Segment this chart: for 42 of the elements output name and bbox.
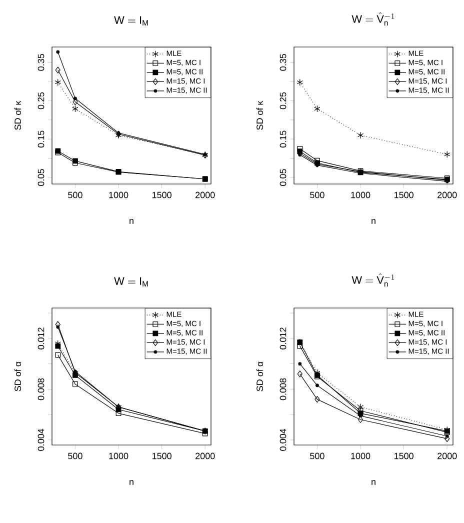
chart-title: $\mathrm{W}=\hat{\mathrm{V}}_{\mathrm{n}}^{-1}$ bbox=[352, 12, 394, 26]
y-tick-label: 0.15 bbox=[280, 130, 286, 148]
x-tick-label: 2000 bbox=[196, 192, 215, 198]
x-tick-label: 500 bbox=[310, 452, 324, 460]
x-tick-label: 1000 bbox=[351, 452, 370, 460]
y-tick-label: 0.25 bbox=[38, 92, 44, 110]
x-axis-title: n bbox=[372, 219, 376, 224]
x-axis-title: n bbox=[130, 219, 134, 224]
chart-title: $\mathrm{W}=\mathrm{I}_{\mathrm{M}}$ bbox=[114, 16, 148, 26]
x-tick-label: 2000 bbox=[438, 452, 457, 460]
x-axis-title: n bbox=[130, 480, 134, 485]
y-tick-label: 0.008 bbox=[38, 378, 44, 400]
x-tick-label: 1000 bbox=[351, 192, 370, 198]
chart-title: $\mathrm{W}=\hat{\mathrm{V}}_{\mathrm{n}}^{-1}$ bbox=[352, 273, 394, 286]
y-tick-label: 0.25 bbox=[280, 92, 286, 110]
y-tick-label: 0.15 bbox=[38, 130, 44, 148]
y-tick-label: 0.012 bbox=[280, 328, 286, 350]
chart-title: $\mathrm{W}=\mathrm{I}_{\mathrm{M}}$ bbox=[114, 277, 148, 286]
y-axis-title: SD of α bbox=[256, 362, 263, 392]
y-tick-label: 0.008 bbox=[280, 378, 286, 400]
y-tick-label: 0.35 bbox=[280, 54, 286, 71]
y-axis-title: SD of α bbox=[14, 362, 21, 392]
x-axis-title: n bbox=[372, 480, 376, 485]
x-tick-label: 500 bbox=[310, 192, 324, 198]
x-tick-label: 2000 bbox=[438, 192, 457, 198]
y-tick-label: 0.35 bbox=[38, 54, 44, 71]
x-tick-label: 1500 bbox=[394, 192, 414, 198]
x-tick-label: 1500 bbox=[152, 452, 172, 460]
x-tick-label: 1000 bbox=[109, 192, 128, 198]
x-tick-label: 500 bbox=[68, 452, 82, 460]
x-tick-label: 500 bbox=[68, 192, 82, 198]
y-tick-label: 0.012 bbox=[38, 328, 44, 350]
y-axis-title: SD of κ bbox=[256, 100, 263, 130]
y-tick-label: 0.05 bbox=[38, 169, 44, 186]
y-axis-title: SD of κ bbox=[14, 100, 21, 130]
y-tick-label: 0.004 bbox=[280, 428, 286, 451]
x-tick-label: 1000 bbox=[109, 452, 128, 460]
y-tick-label: 0.004 bbox=[38, 428, 44, 451]
x-tick-label: 1500 bbox=[394, 452, 414, 460]
y-tick-label: 0.05 bbox=[280, 169, 286, 186]
x-tick-label: 1500 bbox=[152, 192, 172, 198]
x-tick-label: 2000 bbox=[196, 452, 215, 460]
